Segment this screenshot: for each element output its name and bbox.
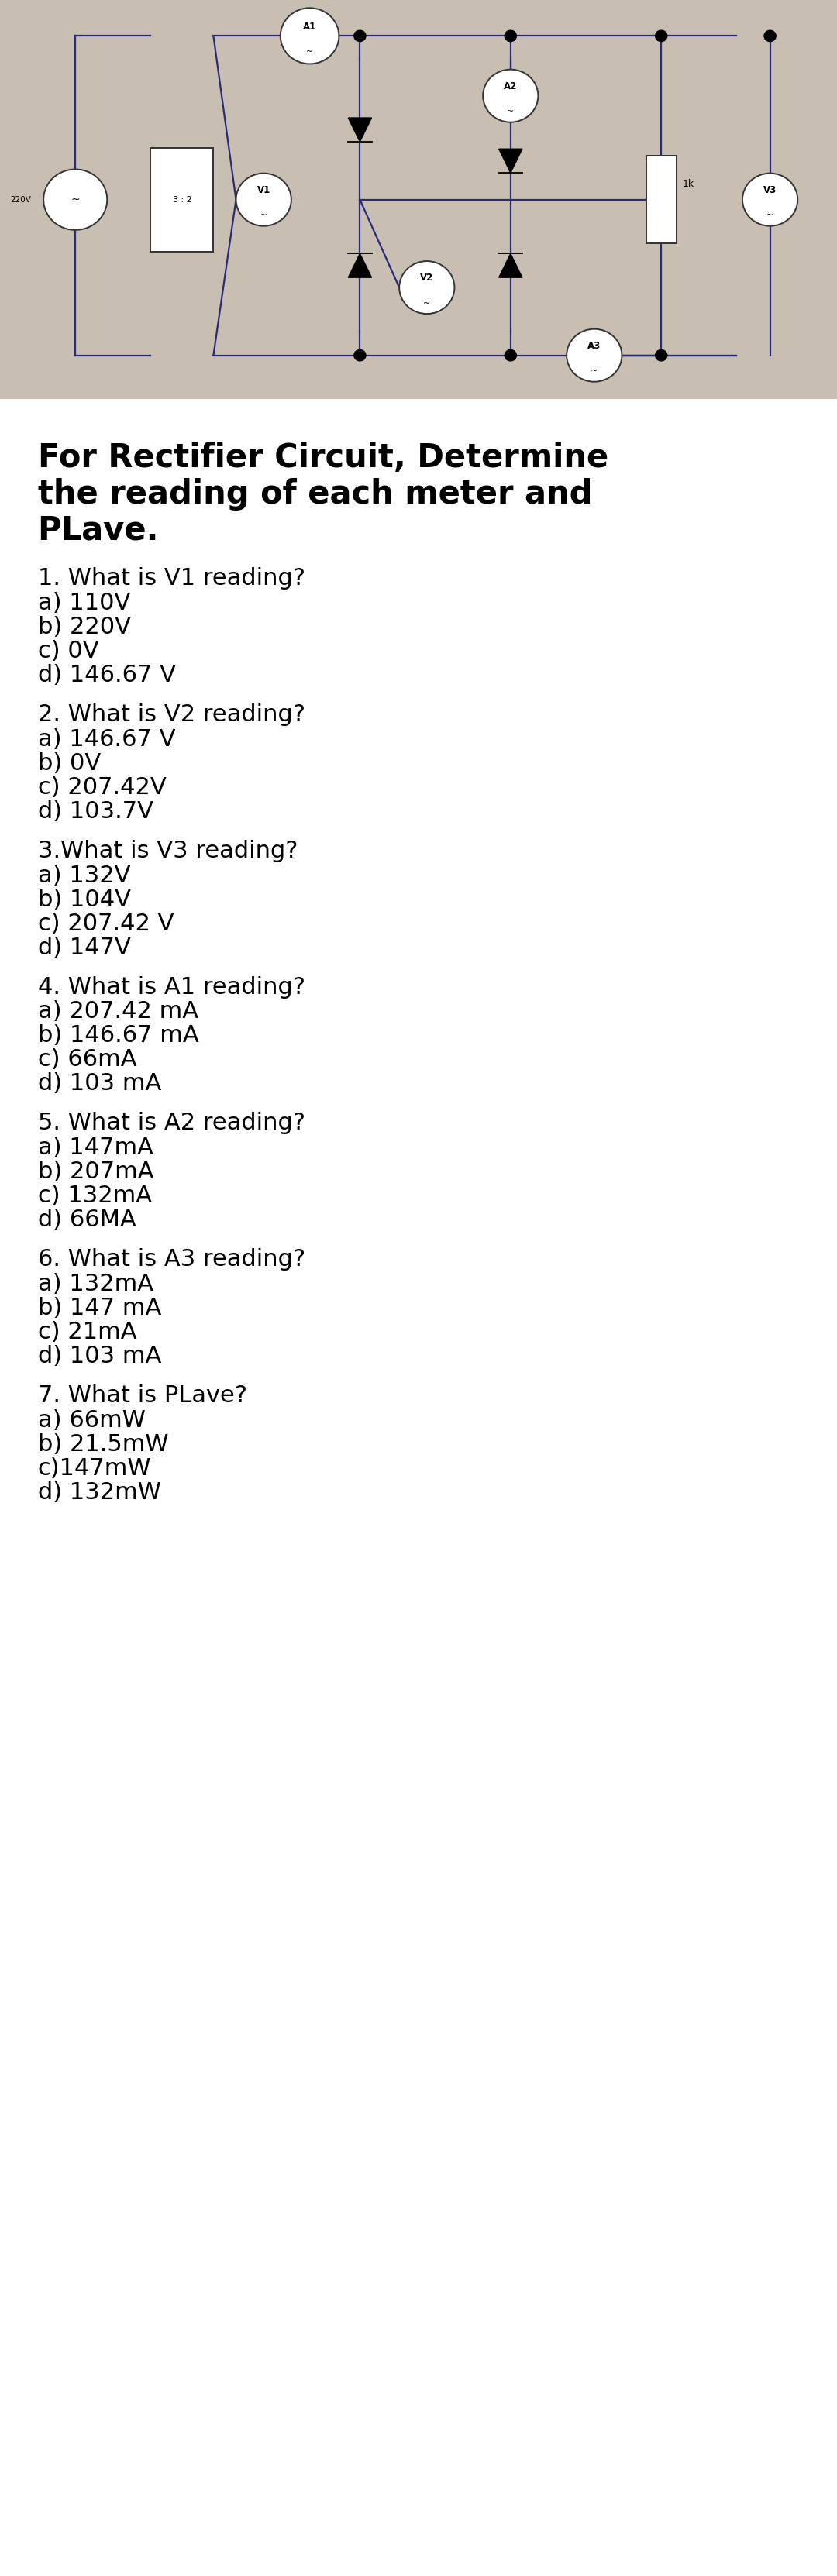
Text: c) 207.42V: c) 207.42V	[38, 775, 166, 799]
Text: 1k: 1k	[682, 178, 694, 188]
Text: b) 0V: b) 0V	[38, 752, 100, 775]
Circle shape	[354, 31, 366, 41]
Text: PLave.: PLave.	[38, 513, 159, 546]
Text: 5. What is A2 reading?: 5. What is A2 reading?	[38, 1113, 305, 1133]
Text: b) 104V: b) 104V	[38, 889, 131, 912]
Bar	[151, 147, 213, 252]
Text: A1: A1	[303, 21, 316, 31]
Circle shape	[483, 70, 538, 121]
Circle shape	[567, 330, 622, 381]
Circle shape	[399, 260, 454, 314]
Text: ~: ~	[767, 211, 773, 219]
Text: c) 132mA: c) 132mA	[38, 1185, 151, 1208]
Circle shape	[280, 8, 339, 64]
Text: b) 146.67 mA: b) 146.67 mA	[38, 1025, 198, 1046]
Text: a) 147mA: a) 147mA	[38, 1136, 153, 1159]
Text: ~: ~	[507, 108, 514, 116]
Text: c) 21mA: c) 21mA	[38, 1321, 136, 1342]
Text: c) 207.42 V: c) 207.42 V	[38, 912, 174, 935]
Text: a) 146.67 V: a) 146.67 V	[38, 729, 175, 750]
Circle shape	[354, 350, 366, 361]
Circle shape	[236, 173, 291, 227]
Text: A3: A3	[588, 340, 601, 350]
Text: For Rectifier Circuit, Determine: For Rectifier Circuit, Determine	[38, 443, 608, 474]
Circle shape	[505, 350, 516, 361]
Text: b) 21.5mW: b) 21.5mW	[38, 1432, 168, 1455]
Text: V2: V2	[420, 273, 434, 283]
Circle shape	[742, 173, 798, 227]
Text: c) 66mA: c) 66mA	[38, 1048, 136, 1072]
Text: a) 207.42 mA: a) 207.42 mA	[38, 999, 198, 1023]
Text: ~: ~	[71, 193, 80, 206]
Text: c) 0V: c) 0V	[38, 639, 99, 662]
Text: a) 132V: a) 132V	[38, 866, 131, 886]
Text: d) 103 mA: d) 103 mA	[38, 1072, 162, 1095]
Text: d) 103.7V: d) 103.7V	[38, 801, 153, 822]
Circle shape	[44, 170, 107, 229]
Text: the reading of each meter and: the reading of each meter and	[38, 477, 593, 510]
Text: b) 220V: b) 220V	[38, 616, 131, 639]
Text: ~: ~	[424, 299, 430, 307]
Text: d) 103 mA: d) 103 mA	[38, 1345, 162, 1368]
Text: c)147mW: c)147mW	[38, 1458, 151, 1479]
Text: b) 147 mA: b) 147 mA	[38, 1296, 162, 1319]
Text: 1. What is V1 reading?: 1. What is V1 reading?	[38, 567, 305, 590]
Circle shape	[505, 31, 516, 41]
Text: d) 132mW: d) 132mW	[38, 1481, 161, 1504]
Circle shape	[655, 31, 667, 41]
Text: d) 66MA: d) 66MA	[38, 1208, 136, 1231]
Text: 3 : 2: 3 : 2	[172, 196, 192, 204]
Bar	[646, 155, 676, 245]
Text: A2: A2	[504, 82, 517, 90]
Text: b) 207mA: b) 207mA	[38, 1162, 154, 1182]
Text: a) 110V: a) 110V	[38, 592, 131, 616]
Text: 220V: 220V	[10, 196, 31, 204]
Text: d) 147V: d) 147V	[38, 935, 131, 958]
Text: a) 66mW: a) 66mW	[38, 1409, 146, 1432]
Text: ~: ~	[591, 368, 598, 376]
Text: V1: V1	[257, 185, 270, 196]
Circle shape	[655, 350, 667, 361]
Text: ~: ~	[306, 49, 313, 57]
Text: 3.What is V3 reading?: 3.What is V3 reading?	[38, 840, 298, 863]
Polygon shape	[499, 149, 522, 173]
Text: d) 146.67 V: d) 146.67 V	[38, 665, 176, 685]
Text: V3: V3	[763, 185, 777, 196]
Polygon shape	[348, 252, 372, 278]
Polygon shape	[348, 118, 372, 142]
Polygon shape	[499, 252, 522, 278]
Text: 7. What is PLave?: 7. What is PLave?	[38, 1383, 247, 1406]
Circle shape	[764, 31, 776, 41]
Text: 2. What is V2 reading?: 2. What is V2 reading?	[38, 703, 305, 726]
Text: 6. What is A3 reading?: 6. What is A3 reading?	[38, 1249, 306, 1270]
Text: 4. What is A1 reading?: 4. What is A1 reading?	[38, 976, 305, 999]
Text: a) 132mA: a) 132mA	[38, 1273, 153, 1296]
Text: ~: ~	[260, 211, 267, 219]
